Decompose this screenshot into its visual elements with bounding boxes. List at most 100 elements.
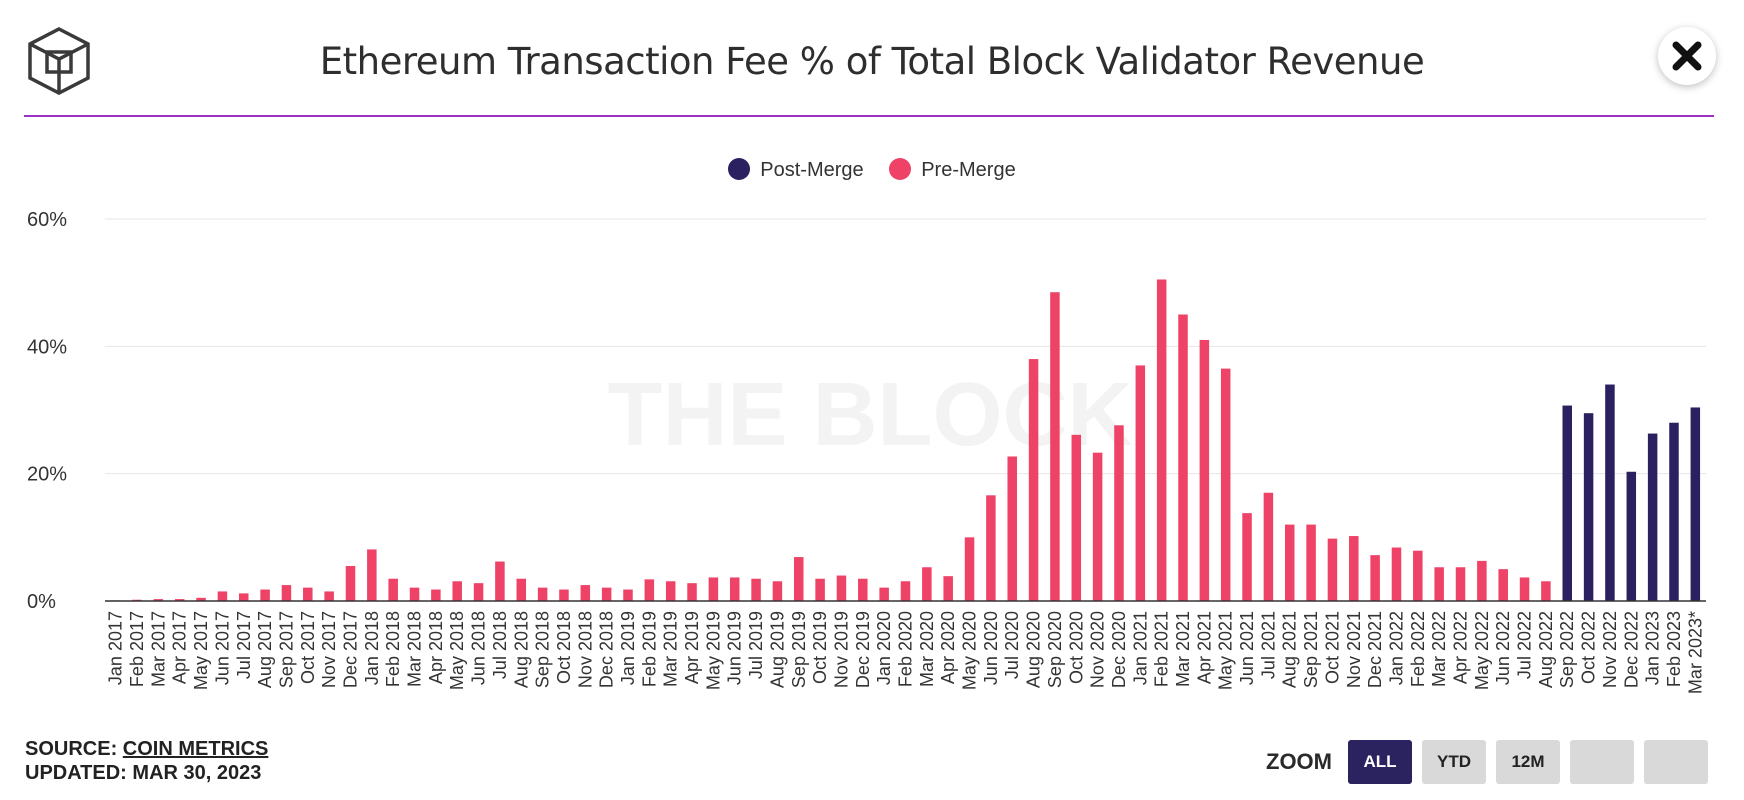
bar-pre-merge	[1071, 434, 1082, 601]
bar-pre-merge	[943, 576, 953, 601]
bar-pre-merge	[260, 589, 270, 601]
x-tick-label: Jun 2018	[469, 611, 489, 685]
bar-pre-merge	[1284, 524, 1295, 601]
chart-legend: Post-Merge Pre-Merge	[0, 158, 1744, 182]
x-tick-label: Dec 2020	[1109, 611, 1129, 688]
x-tick-label: Sep 2018	[533, 611, 553, 688]
x-tick-label: Oct 2020	[1066, 611, 1086, 684]
x-tick-label: Aug 2021	[1280, 611, 1300, 688]
bar-pre-merge	[324, 591, 334, 601]
zoom-extra-button-1[interactable]	[1570, 740, 1634, 784]
bar-pre-merge	[1455, 567, 1466, 601]
x-tick-label: Nov 2017	[319, 611, 339, 688]
source-label: SOURCE:	[25, 738, 123, 760]
source-link[interactable]: COIN METRICS	[122, 738, 269, 760]
bar-pre-merge	[388, 578, 398, 601]
bar-pre-merge	[409, 587, 420, 601]
x-tick-label: May 2019	[703, 611, 723, 690]
bar-pre-merge	[601, 587, 612, 601]
zoom-12m-button[interactable]: 12M	[1496, 740, 1560, 784]
bar-pre-merge	[922, 567, 932, 601]
bar-pre-merge	[431, 589, 441, 601]
x-tick-label: Nov 2020	[1088, 611, 1108, 688]
bar-pre-merge	[708, 577, 719, 601]
x-tick-label: May 2020	[960, 611, 980, 690]
bar-post-merge	[1583, 413, 1594, 601]
x-tick-label: Jan 2019	[618, 611, 638, 685]
x-tick-label: Jul 2022	[1515, 611, 1535, 679]
x-tick-label: May 2018	[447, 611, 467, 690]
x-tick-label: Sep 2020	[1045, 611, 1065, 688]
x-tick-label: Oct 2017	[298, 611, 318, 684]
bar-pre-merge	[1306, 524, 1316, 601]
x-tick-label: Dec 2022	[1621, 611, 1641, 688]
bar-pre-merge	[1413, 550, 1423, 601]
bar-pre-merge	[815, 578, 825, 601]
bar-pre-merge	[1028, 359, 1039, 601]
legend-item-post-merge[interactable]: Post-Merge	[728, 158, 864, 182]
bar-pre-merge	[986, 495, 996, 601]
x-tick-label: Sep 2017	[276, 611, 296, 688]
close-x-icon	[1672, 41, 1702, 71]
x-tick-label: May 2017	[191, 611, 211, 690]
x-tick-label: Feb 2021	[1152, 611, 1172, 687]
bar-pre-merge	[303, 587, 313, 601]
bar-post-merge	[1562, 405, 1572, 601]
x-tick-label: Oct 2021	[1322, 611, 1342, 684]
bar-pre-merge	[1156, 279, 1167, 601]
bar-pre-merge	[665, 581, 676, 601]
zoom-ytd-button[interactable]: YTD	[1422, 740, 1486, 784]
bar-pre-merge	[687, 583, 697, 601]
legend-swatch-pre-merge	[889, 158, 912, 180]
zoom-extra-button-2[interactable]	[1644, 740, 1708, 784]
x-tick-label: Feb 2022	[1408, 611, 1428, 687]
bar-pre-merge	[495, 561, 505, 601]
bar-pre-merge	[900, 581, 911, 601]
bar-pre-merge	[751, 578, 761, 601]
the-block-logo-icon	[28, 27, 90, 95]
close-button[interactable]	[1658, 27, 1716, 85]
x-tick-label: Apr 2019	[682, 611, 702, 684]
x-tick-label: Jan 2023	[1643, 611, 1663, 685]
bar-pre-merge	[1220, 368, 1231, 601]
bar-pre-merge	[1007, 456, 1017, 601]
x-tick-label: Jul 2017	[234, 611, 254, 679]
x-tick-label: Jun 2019	[725, 611, 745, 685]
y-tick-label: 60%	[27, 209, 67, 231]
bar-pre-merge	[239, 593, 249, 601]
bar-pre-merge	[367, 549, 377, 601]
chart-title: Ethereum Transaction Fee % of Total Bloc…	[319, 40, 1425, 83]
x-tick-label: May 2022	[1472, 611, 1492, 690]
legend-label-pre-merge: Pre-Merge	[921, 159, 1016, 181]
bar-pre-merge	[580, 585, 591, 601]
y-tick-label: 20%	[27, 464, 67, 486]
x-tick-label: Mar 2021	[1173, 611, 1193, 687]
x-tick-label: Nov 2021	[1344, 611, 1364, 688]
legend-item-pre-merge[interactable]: Pre-Merge	[889, 158, 1016, 182]
x-tick-label: Aug 2020	[1024, 611, 1044, 688]
bar-pre-merge	[452, 581, 462, 601]
x-tick-label: Jan 2020	[874, 611, 894, 685]
x-tick-label: Nov 2018	[575, 611, 595, 688]
bar-pre-merge	[644, 579, 655, 601]
zoom-all-button[interactable]: ALL	[1348, 740, 1412, 784]
x-tick-label: Aug 2022	[1536, 611, 1556, 688]
x-tick-label: Jul 2021	[1258, 611, 1278, 679]
bar-pre-merge	[1434, 567, 1444, 601]
x-tick-label: Dec 2019	[853, 611, 873, 688]
x-tick-label: Mar 2020	[917, 611, 937, 687]
x-tick-label: Aug 2018	[511, 611, 531, 688]
x-tick-label: Jun 2020	[981, 611, 1001, 685]
x-tick-label: Mar 2017	[148, 611, 168, 687]
bar-pre-merge	[772, 581, 783, 601]
x-tick-label: Jul 2019	[746, 611, 766, 679]
x-tick-label: Dec 2021	[1365, 611, 1385, 688]
bar-pre-merge	[879, 587, 889, 601]
x-tick-label: Jan 2018	[362, 611, 382, 685]
x-tick-label: Mar 2023*	[1685, 611, 1705, 694]
bar-pre-merge	[729, 577, 740, 601]
bar-pre-merge	[858, 578, 868, 601]
x-tick-label: Apr 2018	[426, 611, 446, 684]
bar-post-merge	[1647, 433, 1658, 601]
x-tick-label: Oct 2018	[554, 611, 574, 684]
